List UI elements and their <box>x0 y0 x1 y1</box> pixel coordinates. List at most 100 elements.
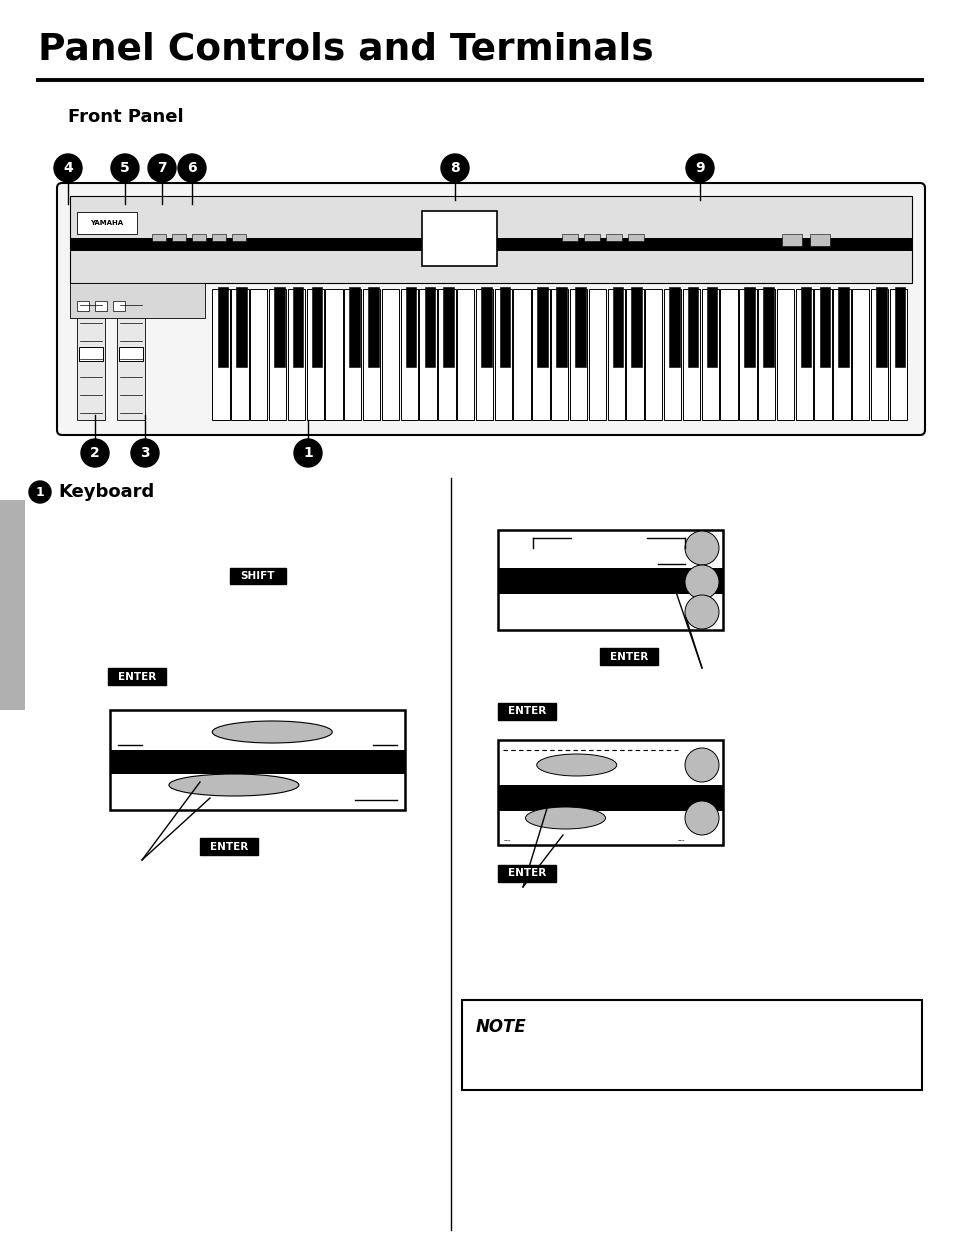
Bar <box>605 234 621 241</box>
Ellipse shape <box>212 722 332 743</box>
Bar <box>381 289 398 420</box>
Bar <box>112 301 125 311</box>
Circle shape <box>685 154 713 182</box>
Text: ENTER: ENTER <box>210 841 248 851</box>
Bar <box>588 289 605 420</box>
Bar <box>851 289 868 420</box>
Bar <box>437 289 456 420</box>
Bar <box>349 287 359 367</box>
Bar <box>77 211 137 234</box>
Bar <box>497 530 722 629</box>
Circle shape <box>178 154 206 182</box>
Bar <box>870 289 887 420</box>
Bar <box>230 569 286 583</box>
Text: ---: --- <box>503 837 511 843</box>
Bar <box>720 289 737 420</box>
Bar <box>70 282 205 318</box>
Bar <box>405 287 416 367</box>
Bar <box>894 287 904 367</box>
Bar <box>875 287 885 367</box>
Bar <box>758 289 775 420</box>
Bar <box>400 289 417 420</box>
Text: 3: 3 <box>140 447 150 460</box>
Circle shape <box>684 565 719 600</box>
Bar <box>532 289 549 420</box>
Bar <box>419 289 436 420</box>
Bar <box>152 234 166 241</box>
Bar <box>461 1000 921 1090</box>
Circle shape <box>29 481 51 503</box>
Bar <box>217 287 228 367</box>
Text: ENTER: ENTER <box>507 868 545 878</box>
Bar <box>762 287 773 367</box>
Circle shape <box>684 748 719 782</box>
Bar <box>687 287 698 367</box>
Bar <box>456 289 474 420</box>
Bar <box>497 785 722 811</box>
Circle shape <box>684 595 719 629</box>
Bar <box>495 289 512 420</box>
Bar <box>776 289 793 420</box>
Text: YAMAHA: YAMAHA <box>91 220 124 226</box>
Text: 9: 9 <box>695 160 704 175</box>
Bar <box>293 287 303 367</box>
Bar <box>119 347 143 361</box>
Bar <box>556 287 566 367</box>
Circle shape <box>81 439 109 466</box>
Text: 1: 1 <box>35 485 45 499</box>
Bar <box>809 234 829 246</box>
Text: 6: 6 <box>187 160 196 175</box>
Bar <box>274 287 284 367</box>
Bar <box>312 287 322 367</box>
Bar <box>599 648 658 666</box>
Text: 1: 1 <box>303 447 313 460</box>
Bar <box>443 287 454 367</box>
Bar <box>212 234 226 241</box>
Bar <box>814 289 831 420</box>
Bar <box>110 710 405 810</box>
Bar <box>95 301 107 311</box>
Text: NOTE: NOTE <box>476 1018 526 1036</box>
Bar <box>700 289 719 420</box>
Bar <box>889 289 906 420</box>
Circle shape <box>294 439 322 466</box>
Bar <box>250 289 267 420</box>
Bar <box>213 289 230 420</box>
Ellipse shape <box>525 807 605 829</box>
Text: ---: --- <box>678 837 685 843</box>
Bar <box>421 211 497 266</box>
Bar <box>362 289 380 420</box>
Bar <box>306 289 323 420</box>
Bar <box>537 287 547 367</box>
Circle shape <box>54 154 82 182</box>
Text: 5: 5 <box>120 160 130 175</box>
Bar <box>480 287 491 367</box>
Bar <box>838 287 848 367</box>
FancyBboxPatch shape <box>57 183 924 435</box>
Bar <box>644 289 661 420</box>
Bar <box>288 289 305 420</box>
Bar <box>739 289 756 420</box>
Bar <box>344 289 361 420</box>
Text: Panel Controls and Terminals: Panel Controls and Terminals <box>38 32 653 68</box>
Bar <box>607 289 624 420</box>
Bar <box>497 740 722 845</box>
Bar <box>612 287 622 367</box>
Bar <box>79 347 103 361</box>
Bar <box>583 234 599 241</box>
Text: 7: 7 <box>157 160 167 175</box>
Bar <box>192 234 206 241</box>
Bar <box>631 287 641 367</box>
Bar <box>682 289 700 420</box>
Bar <box>626 289 643 420</box>
Bar <box>0 500 25 710</box>
Bar <box>110 750 405 774</box>
Bar <box>575 287 585 367</box>
Text: ENTER: ENTER <box>507 707 545 717</box>
Bar <box>795 289 812 420</box>
Bar <box>172 234 186 241</box>
Bar <box>497 569 722 593</box>
Bar <box>231 289 249 420</box>
Bar <box>551 289 568 420</box>
Bar <box>800 287 810 367</box>
